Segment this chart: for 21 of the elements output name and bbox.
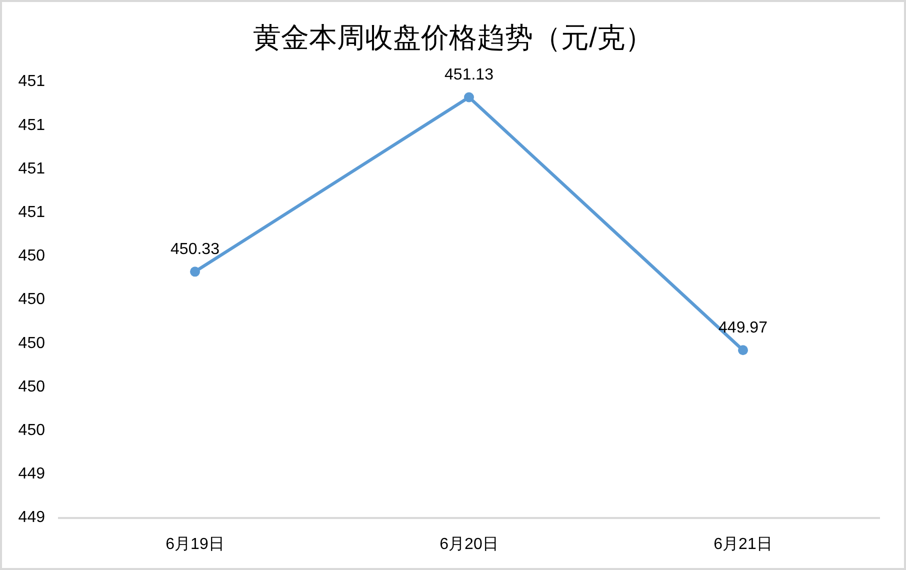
data-label: 451.13 (444, 66, 494, 84)
point (190, 266, 200, 277)
y-tick-label: 450 (18, 422, 46, 440)
y-tick-label: 449 (18, 509, 46, 526)
y-tick-label: 450 (18, 291, 46, 308)
x-tick-label: 6月21日 (714, 536, 772, 554)
y-tick-label: 451 (18, 204, 46, 222)
data-label: 449.97 (718, 319, 768, 336)
y-tick-label: 449 (18, 466, 46, 483)
x-tick-label: 6月19日 (166, 536, 224, 554)
point (738, 345, 748, 356)
y-tick-label: 450 (18, 378, 46, 396)
y-tick-label: 451 (18, 73, 46, 90)
point (464, 92, 474, 102)
x-tick-label: 6月20日 (440, 536, 498, 554)
title: 黄金本周收盘价格趋势（元/克） (253, 22, 653, 53)
y-tick-label: 451 (18, 116, 46, 134)
y-tick-label: 450 (18, 248, 46, 265)
y-tick-label: 451 (18, 160, 46, 178)
data-label: 450.33 (170, 240, 220, 258)
y-tick-label: 450 (18, 334, 46, 352)
